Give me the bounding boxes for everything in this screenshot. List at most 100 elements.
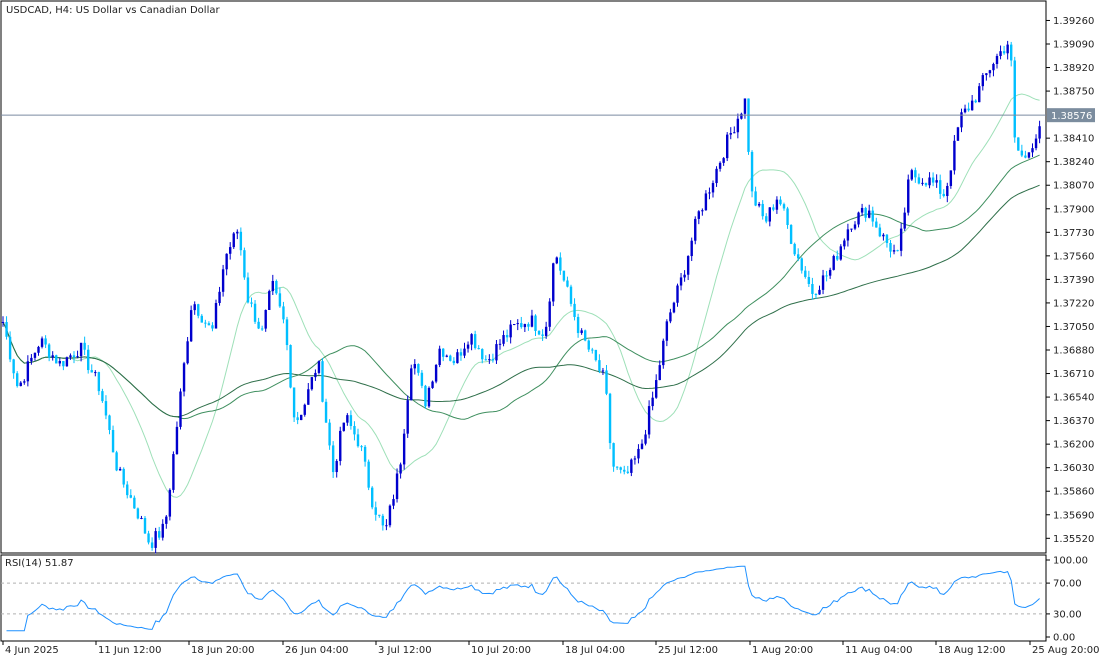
candle: [587, 339, 590, 353]
candle: [669, 308, 672, 324]
candle: [427, 386, 431, 408]
candle: [619, 466, 622, 474]
candle: [956, 126, 960, 141]
candle: [544, 321, 548, 339]
time-tick-label: 18 Jun 20:00: [191, 645, 255, 656]
time-tick-label: 10 Jul 20:00: [471, 645, 531, 656]
candle: [885, 234, 889, 248]
candle: [310, 376, 314, 391]
candle: [793, 242, 796, 256]
candle: [214, 299, 218, 329]
rsi-panel-frame: [0, 554, 1047, 642]
candle: [406, 395, 409, 438]
candle: [704, 190, 708, 211]
candle: [559, 252, 562, 275]
price-tick-label: 1.37390: [1053, 275, 1094, 286]
candle: [385, 519, 388, 531]
candle: [87, 345, 90, 374]
candle: [69, 353, 72, 360]
time-tick-label: 25 Aug 20:00: [1032, 645, 1099, 656]
candle: [5, 316, 8, 340]
candle: [292, 387, 296, 422]
candle: [420, 370, 424, 389]
candle: [12, 358, 15, 379]
rsi-line: [6, 565, 1040, 632]
candle: [814, 293, 818, 299]
candle: [999, 45, 1002, 60]
candle: [846, 223, 850, 247]
current-price-line-group: 1.38576: [1, 108, 1095, 123]
candle: [939, 174, 942, 199]
candle: [917, 173, 921, 185]
candle: [204, 319, 207, 328]
candle: [1038, 120, 1041, 144]
candle: [573, 298, 576, 321]
candle: [534, 314, 537, 336]
time-tick-label: 4 Jun 2025: [5, 645, 59, 656]
candle: [94, 370, 97, 377]
candle: [584, 329, 587, 342]
candle: [853, 221, 857, 231]
price-tick-label: 1.39260: [1053, 16, 1094, 27]
candle: [797, 248, 800, 262]
price-tick-label: 1.36540: [1053, 393, 1094, 404]
price-axis: 1.39260 1.39090 1.38920 1.38750 1.38410 1.382…: [1046, 16, 1094, 545]
candle: [62, 360, 65, 371]
candle: [353, 421, 356, 441]
candle: [832, 254, 835, 271]
candle: [161, 519, 164, 541]
price-tick-label: 1.36200: [1053, 440, 1094, 451]
chart-title: USDCAD, H4: US Dollar vs Canadian Dollar: [6, 5, 220, 16]
candle: [768, 207, 771, 227]
candle: [662, 338, 665, 369]
price-tick-label: 1.38750: [1053, 87, 1094, 98]
candle: [16, 371, 19, 388]
candle: [232, 232, 235, 249]
candle: [516, 319, 519, 331]
candle: [360, 445, 363, 452]
candle: [30, 354, 33, 365]
candle: [949, 170, 953, 189]
candle: [523, 323, 527, 332]
candle: [33, 352, 37, 361]
candle: [108, 414, 111, 435]
candle: [931, 172, 935, 187]
candle: [424, 384, 427, 409]
candle: [633, 455, 637, 465]
candle: [889, 239, 892, 258]
candle: [747, 98, 750, 155]
candle: [182, 361, 186, 397]
candle: [289, 344, 292, 389]
rsi-tick-label: 0.00: [1053, 633, 1075, 644]
candle: [47, 343, 51, 362]
candle: [899, 222, 903, 257]
candle: [995, 53, 999, 69]
price-tick-label: 1.36030: [1053, 463, 1094, 474]
candle: [328, 419, 331, 450]
candle: [72, 351, 76, 364]
price-tick-label: 1.36880: [1053, 346, 1094, 357]
candle: [1031, 143, 1034, 158]
candle: [246, 272, 250, 304]
candle: [300, 414, 303, 421]
candle: [90, 364, 93, 373]
candle: [672, 301, 676, 314]
candle: [647, 400, 651, 439]
candle: [623, 465, 626, 475]
candle: [1027, 152, 1031, 159]
candle: [970, 94, 974, 111]
candle: [615, 466, 619, 470]
candle: [502, 330, 505, 347]
candle: [470, 333, 473, 351]
candle: [410, 364, 413, 401]
price-tick-label: 1.37050: [1053, 322, 1094, 333]
candle: [1002, 45, 1006, 55]
time-tick-label: 11 Jun 12:00: [98, 645, 162, 656]
candle: [388, 504, 392, 528]
candle: [850, 228, 853, 232]
candle: [605, 365, 608, 396]
candle: [1034, 134, 1038, 151]
candle: [963, 104, 967, 114]
time-tick-label: 1 Aug 20:00: [752, 645, 813, 656]
candle: [580, 328, 583, 335]
